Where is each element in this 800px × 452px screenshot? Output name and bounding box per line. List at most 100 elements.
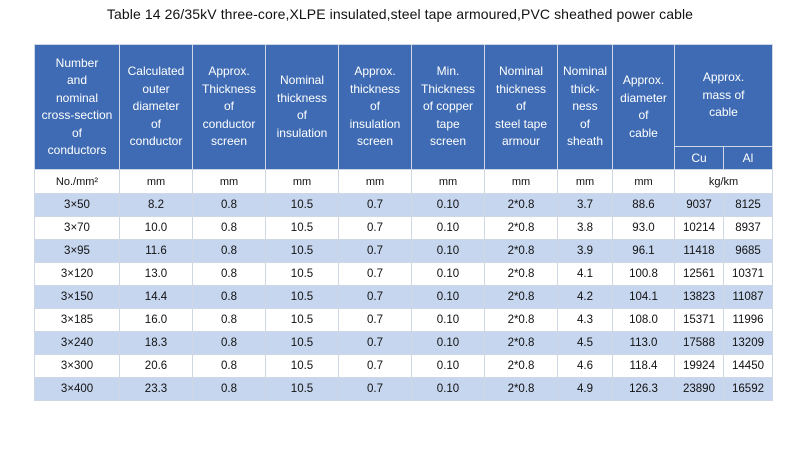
table-cell: 14450 — [722, 354, 774, 378]
unit-cell: mm — [557, 169, 613, 194]
table-cell: 11.6 — [119, 239, 193, 263]
table-cell: 14.4 — [119, 285, 193, 309]
table-cell: 0.10 — [411, 331, 485, 355]
table-row: 3×240 18.3 0.8 10.5 0.7 0.10 2*0.8 4.5 113.0 1758… — [34, 331, 774, 355]
table-cell: 0.10 — [411, 285, 485, 309]
table-cell: 8.2 — [119, 193, 193, 217]
table-cell: 10.5 — [265, 308, 339, 332]
table-cell: 0.8 — [192, 377, 266, 401]
table-cell: 2*0.8 — [484, 377, 558, 401]
header-cable-diameter: Approx. diameter of cable — [612, 44, 675, 170]
unit-cell: mm — [119, 169, 193, 194]
table-cell: 11418 — [674, 239, 724, 263]
table-cell: 23890 — [674, 377, 724, 401]
table-cell: 2*0.8 — [484, 331, 558, 355]
table-cell: 104.1 — [612, 285, 675, 309]
unit-cell: mm — [612, 169, 675, 194]
table-cell: 0.10 — [411, 193, 485, 217]
table-cell: 108.0 — [612, 308, 675, 332]
table-cell: 10.5 — [265, 193, 339, 217]
table-cell: 2*0.8 — [484, 216, 558, 240]
table-cell: 11087 — [722, 285, 774, 309]
table-cell: 3.8 — [557, 216, 613, 240]
table-cell: 3.7 — [557, 193, 613, 217]
table-cell: 3×400 — [34, 377, 120, 401]
table-title: Table 14 26/35kV three-core,XLPE insulat… — [106, 6, 694, 22]
table-cell: 3×185 — [34, 308, 120, 332]
table-cell: 0.7 — [338, 193, 412, 217]
table-cell: 10.5 — [265, 262, 339, 286]
table-cell: 10.5 — [265, 239, 339, 263]
table-cell: 0.7 — [338, 239, 412, 263]
table-cell: 0.8 — [192, 239, 266, 263]
header-sheath-thickness: Nominal thick-ness of sheath — [557, 44, 613, 170]
table-row: 3×150 14.4 0.8 10.5 0.7 0.10 2*0.8 4.2 104.1 1382… — [34, 285, 774, 309]
table-cell: 13823 — [674, 285, 724, 309]
unit-cell-mass: kg/km — [673, 169, 774, 194]
table-cell: 19924 — [674, 354, 724, 378]
table-cell: 4.9 — [557, 377, 613, 401]
table-cell: 0.7 — [338, 377, 412, 401]
unit-cell: mm — [484, 169, 558, 194]
table-row: 3×70 10.0 0.8 10.5 0.7 0.10 2*0.8 3.8 93.0 10214 8… — [34, 216, 774, 240]
table-cell: 2*0.8 — [484, 193, 558, 217]
header-mass-al: Al — [722, 146, 774, 170]
table-cell: 88.6 — [612, 193, 675, 217]
table-cell: 13.0 — [119, 262, 193, 286]
table-cell: 3×95 — [34, 239, 120, 263]
table-cell: 10.5 — [265, 377, 339, 401]
table-cell: 2*0.8 — [484, 262, 558, 286]
table-cell: 12561 — [674, 262, 724, 286]
unit-cell: mm — [411, 169, 485, 194]
table-cell: 18.3 — [119, 331, 193, 355]
table-cell: 2*0.8 — [484, 239, 558, 263]
header-cable-mass: Approx. mass of cable — [673, 44, 774, 147]
header-conductor-diameter: Calculated outer diameter of conductor — [119, 44, 193, 170]
table-cell: 0.8 — [192, 331, 266, 355]
table-cell: 100.8 — [612, 262, 675, 286]
table-cell: 0.7 — [338, 331, 412, 355]
table-cell: 0.7 — [338, 308, 412, 332]
table-cell: 118.4 — [612, 354, 675, 378]
header-insulation-thickness: Nominal thickness of insulation — [265, 44, 339, 170]
table-cell: 0.8 — [192, 354, 266, 378]
table-cell: 10371 — [722, 262, 774, 286]
table-cell: 0.7 — [338, 354, 412, 378]
table-cell: 0.10 — [411, 354, 485, 378]
unit-cell: mm — [265, 169, 339, 194]
table-cell: 23.3 — [119, 377, 193, 401]
table-cell: 0.7 — [338, 285, 412, 309]
table-cell: 0.8 — [192, 193, 266, 217]
table-cell: 4.5 — [557, 331, 613, 355]
table-cell: 10214 — [674, 216, 724, 240]
header-insulation-screen: Approx. thickness of insulation screen — [338, 44, 412, 170]
table-cell: 0.8 — [192, 262, 266, 286]
table-cell: 3×150 — [34, 285, 120, 309]
table-cell: 0.10 — [411, 262, 485, 286]
unit-cell: mm — [338, 169, 412, 194]
table-header: Number and nominal cross-section of conductor… — [34, 44, 774, 170]
unit-cell: mm — [192, 169, 266, 194]
table-cell: 10.5 — [265, 331, 339, 355]
table-cell: 9685 — [722, 239, 774, 263]
table-cell: 3×240 — [34, 331, 120, 355]
cable-spec-table: Number and nominal cross-section of conductor… — [34, 44, 774, 401]
table-cell: 0.8 — [192, 308, 266, 332]
header-mass-cu: Cu — [674, 146, 724, 170]
table-body: 3×50 8.2 0.8 10.5 0.7 0.10 2*0.8 3.7 88.6 9037 812… — [34, 193, 774, 401]
table-cell: 17588 — [674, 331, 724, 355]
table-cell: 0.7 — [338, 216, 412, 240]
table-cell: 3×120 — [34, 262, 120, 286]
table-cell: 0.7 — [338, 262, 412, 286]
table-cell: 3×70 — [34, 216, 120, 240]
table-cell: 93.0 — [612, 216, 675, 240]
table-cell: 0.10 — [411, 308, 485, 332]
units-row: No./mm² mm mm mm mm mm mm mm mm kg/km — [34, 169, 774, 194]
table-cell: 4.3 — [557, 308, 613, 332]
table-cell: 10.0 — [119, 216, 193, 240]
table-cell: 11996 — [722, 308, 774, 332]
header-cross-section: Number and nominal cross-section of conductor… — [34, 44, 120, 170]
header-conductor-screen: Approx. Thickness of conductor screen — [192, 44, 266, 170]
table-cell: 0.8 — [192, 216, 266, 240]
table-row: 3×185 16.0 0.8 10.5 0.7 0.10 2*0.8 4.3 108.0 1537… — [34, 308, 774, 332]
